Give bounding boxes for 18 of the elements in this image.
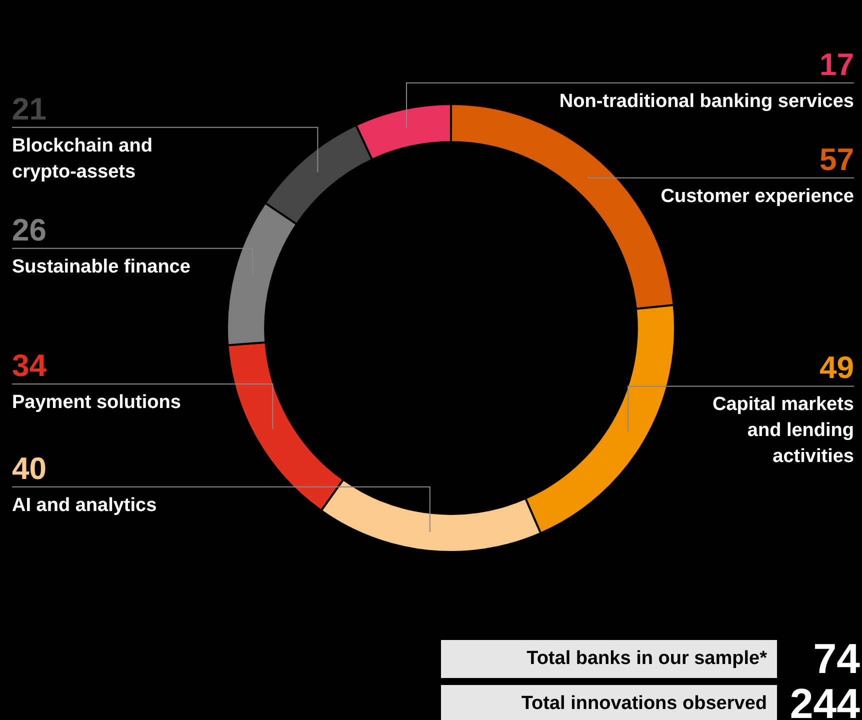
slice-label: Customer experience: [660, 186, 854, 207]
slice-label: Non-traditional banking services: [559, 90, 854, 112]
data-label: 57: [820, 142, 854, 177]
data-label: 26: [12, 212, 46, 248]
text: Total innovations observed: [441, 685, 777, 720]
slice-label: Blockchain and crypto-assets: [12, 135, 152, 182]
text: Total banks in our sample*: [441, 640, 777, 678]
data-label: 21: [12, 91, 46, 126]
data-label: 34: [12, 348, 48, 383]
slice-label: Capital markets and lending activities: [712, 394, 854, 468]
text: 244: [788, 680, 861, 720]
slice-label: Payment solutions: [12, 392, 181, 413]
data-label: 49: [820, 350, 854, 386]
slice-label: AI and analytics: [12, 494, 157, 516]
data-label: 40: [12, 450, 46, 486]
slice-label: Sustainable finance: [12, 256, 190, 278]
data-label: 17: [820, 46, 854, 82]
text: 74: [812, 635, 861, 682]
